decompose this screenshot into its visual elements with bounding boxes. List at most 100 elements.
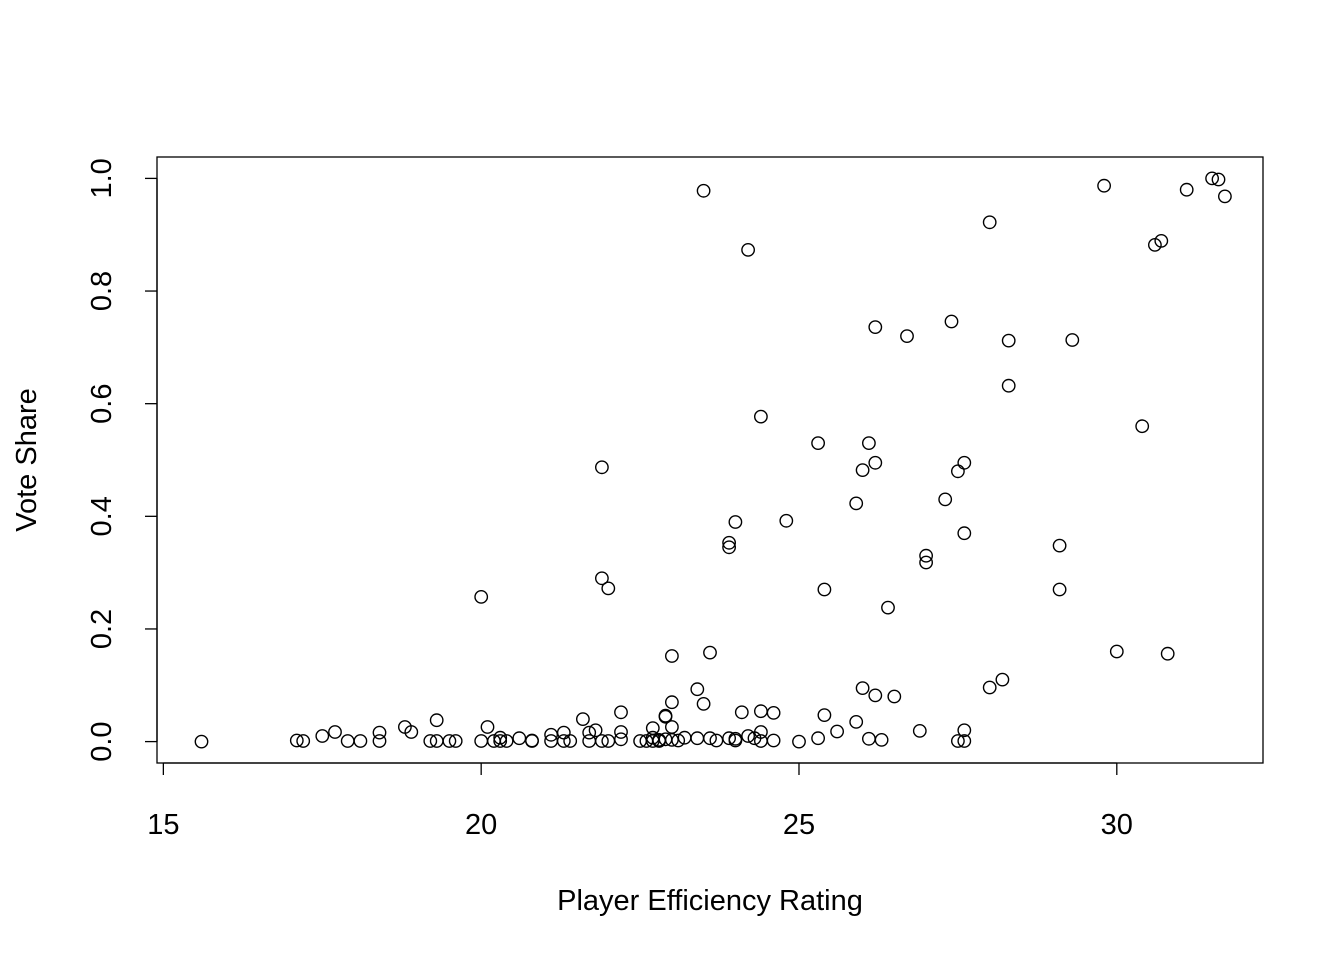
data-point bbox=[665, 720, 679, 734]
data-point bbox=[474, 590, 489, 604]
data-point bbox=[982, 215, 997, 230]
y-tick-label: 0.8 bbox=[86, 271, 118, 311]
data-point bbox=[722, 731, 736, 746]
data-point bbox=[1218, 189, 1232, 204]
data-point bbox=[595, 734, 609, 748]
y-tick-label: 1.0 bbox=[86, 158, 118, 198]
data-point bbox=[658, 709, 673, 724]
data-point bbox=[614, 725, 628, 739]
data-point bbox=[874, 733, 889, 747]
data-point bbox=[289, 733, 304, 748]
x-axis-label: Player Efficiency Rating bbox=[557, 885, 863, 917]
data-point bbox=[766, 733, 781, 748]
data-point bbox=[951, 734, 965, 748]
x-tick-label: 15 bbox=[147, 809, 179, 841]
data-point bbox=[1097, 178, 1112, 193]
data-point bbox=[919, 555, 933, 570]
data-point bbox=[722, 535, 736, 550]
data-point bbox=[595, 460, 609, 475]
data-point bbox=[512, 731, 527, 746]
data-point bbox=[658, 708, 673, 723]
data-point bbox=[556, 734, 571, 748]
data-point bbox=[588, 723, 603, 738]
data-point bbox=[957, 723, 972, 738]
data-point bbox=[900, 329, 914, 343]
data-point bbox=[563, 734, 578, 748]
data-point bbox=[696, 183, 711, 198]
data-point bbox=[957, 734, 972, 748]
data-point bbox=[601, 581, 616, 596]
data-point bbox=[741, 729, 755, 743]
data-point bbox=[887, 689, 902, 704]
data-point bbox=[944, 314, 959, 329]
data-point bbox=[817, 708, 832, 722]
y-tick-label: 0.0 bbox=[86, 721, 118, 761]
data-point bbox=[868, 320, 883, 334]
plot-frame bbox=[156, 156, 1264, 764]
data-point bbox=[696, 697, 711, 711]
data-point bbox=[353, 734, 368, 748]
data-point bbox=[576, 712, 590, 726]
data-point bbox=[404, 725, 419, 739]
data-point bbox=[1001, 333, 1016, 348]
data-point bbox=[912, 724, 927, 738]
data-point bbox=[957, 455, 972, 470]
data-point bbox=[982, 680, 997, 695]
data-point bbox=[919, 548, 933, 563]
data-point bbox=[1052, 538, 1067, 553]
y-tick-label: 0.6 bbox=[86, 384, 118, 424]
data-point bbox=[340, 734, 355, 748]
data-point bbox=[849, 496, 864, 511]
data-point bbox=[296, 734, 311, 748]
data-point bbox=[671, 733, 686, 748]
data-point bbox=[442, 734, 457, 748]
data-point bbox=[372, 725, 387, 740]
data-point bbox=[754, 704, 768, 719]
data-point bbox=[734, 705, 749, 720]
data-point bbox=[868, 688, 883, 703]
data-point bbox=[1052, 582, 1067, 597]
data-point bbox=[614, 705, 628, 720]
data-point bbox=[830, 724, 844, 739]
data-point bbox=[328, 725, 342, 739]
data-point bbox=[728, 733, 743, 748]
data-point bbox=[423, 734, 438, 748]
data-point bbox=[1154, 233, 1169, 248]
data-point bbox=[1001, 378, 1016, 393]
data-point bbox=[1205, 171, 1220, 186]
y-tick-label: 0.4 bbox=[86, 496, 118, 536]
data-point bbox=[493, 730, 508, 745]
x-axis: 15 20 25 30 bbox=[147, 762, 1133, 841]
data-point bbox=[474, 734, 489, 748]
y-axis: 0.0 0.2 0.4 0.6 0.8 1.0 bbox=[86, 158, 158, 762]
data-point bbox=[741, 242, 755, 257]
data-points bbox=[194, 171, 1232, 749]
data-point bbox=[995, 672, 1010, 687]
data-point bbox=[811, 436, 825, 450]
data-point bbox=[1065, 333, 1080, 347]
data-point bbox=[792, 734, 806, 749]
data-point bbox=[881, 600, 895, 615]
data-point bbox=[665, 649, 679, 663]
data-point bbox=[862, 731, 876, 746]
data-point bbox=[722, 540, 736, 555]
data-point bbox=[855, 463, 870, 477]
data-point bbox=[779, 513, 794, 528]
data-point bbox=[614, 732, 628, 747]
data-point bbox=[754, 725, 768, 739]
x-tick-label: 30 bbox=[1101, 809, 1133, 841]
data-point bbox=[690, 682, 705, 697]
data-point bbox=[582, 725, 597, 740]
data-point bbox=[1135, 419, 1150, 434]
x-tick-label: 25 bbox=[783, 809, 815, 841]
data-point bbox=[1109, 644, 1124, 659]
data-point bbox=[811, 731, 825, 746]
data-point bbox=[849, 715, 864, 729]
data-point bbox=[1179, 182, 1194, 197]
data-point bbox=[1160, 646, 1175, 661]
data-point bbox=[728, 515, 743, 529]
data-point bbox=[480, 720, 495, 734]
data-point bbox=[194, 734, 209, 749]
data-point bbox=[429, 713, 444, 728]
